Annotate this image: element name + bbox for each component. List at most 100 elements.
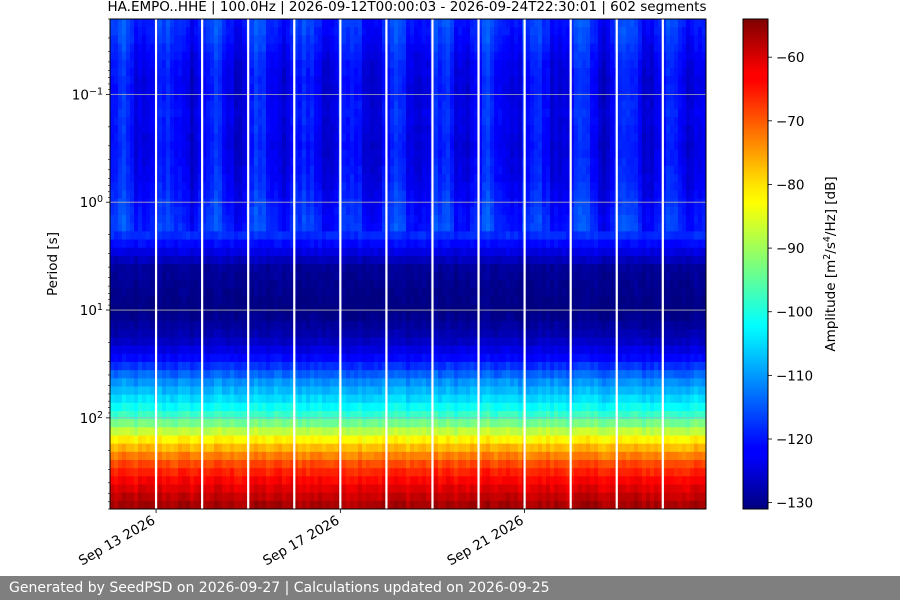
heatmap-cell [202, 223, 207, 232]
heatmap-cell [290, 402, 295, 412]
heatmap-cell [202, 92, 207, 102]
heatmap-cell [158, 304, 163, 314]
heatmap-cell [226, 51, 231, 61]
heatmap-cell [286, 125, 291, 134]
heatmap-cell [118, 51, 123, 61]
heatmap-cell [310, 296, 315, 306]
heatmap-cell [314, 149, 319, 159]
heatmap-cell [142, 419, 147, 428]
heatmap-cell [406, 443, 411, 453]
heatmap-cell [434, 378, 439, 388]
heatmap-cell [146, 182, 151, 192]
heatmap-cell [162, 84, 167, 94]
heatmap-cell [306, 427, 311, 437]
heatmap-cell [178, 337, 183, 347]
heatmap-cell [242, 92, 247, 102]
heatmap-cell [406, 435, 411, 445]
heatmap-cell [390, 174, 395, 183]
heatmap-cell [406, 27, 411, 36]
heatmap-cell [382, 288, 387, 298]
heatmap-cell [374, 133, 379, 143]
heatmap-cell [166, 190, 171, 200]
heatmap-cell [134, 386, 139, 396]
heatmap-cell [242, 427, 247, 437]
heatmap-cell [126, 68, 131, 77]
heatmap-cell [122, 288, 127, 298]
heatmap-cell [202, 353, 207, 363]
heatmap-cell [402, 264, 407, 273]
heatmap-cell [298, 43, 303, 53]
heatmap-cell [334, 141, 339, 151]
heatmap-cell [170, 500, 175, 509]
heatmap-cell [438, 198, 443, 208]
heatmap-cell [226, 337, 231, 347]
heatmap-cell [286, 35, 291, 45]
heatmap-cell [146, 304, 151, 314]
heatmap-cell [298, 174, 303, 183]
heatmap-cell [434, 35, 439, 45]
heatmap-cell [238, 411, 243, 420]
heatmap-cell [214, 476, 219, 486]
heatmap-cell [414, 35, 419, 45]
heatmap-cell [194, 157, 199, 167]
heatmap-cell [202, 100, 207, 110]
heatmap-cell [182, 484, 187, 494]
heatmap-cell [250, 394, 255, 404]
heatmap-cell [374, 68, 379, 77]
heatmap-cell [426, 419, 431, 428]
heatmap-cell [198, 264, 203, 273]
heatmap-cell [438, 468, 443, 477]
heatmap-cell [258, 460, 263, 469]
heatmap-cell [282, 141, 287, 151]
heatmap-cell [394, 264, 399, 273]
heatmap-cell [310, 190, 315, 200]
heatmap-cell [422, 141, 427, 151]
heatmap-cell [166, 443, 171, 453]
heatmap-cell [202, 51, 207, 61]
heatmap-cell [178, 468, 183, 477]
heatmap-cell [118, 231, 123, 241]
heatmap-cell [258, 304, 263, 314]
heatmap-cell [290, 231, 295, 241]
heatmap-cell [390, 43, 395, 53]
heatmap-cell [206, 411, 211, 420]
heatmap-cell [334, 255, 339, 265]
heatmap-cell [410, 402, 415, 412]
heatmap-cell [394, 117, 399, 126]
heatmap-cell [186, 100, 191, 110]
heatmap-cell [174, 247, 179, 257]
heatmap-cell [194, 239, 199, 249]
heatmap-cell [218, 108, 223, 118]
heatmap-cell [438, 141, 443, 151]
heatmap-cell [194, 43, 199, 53]
heatmap-cell [266, 484, 271, 494]
heatmap-cell [290, 68, 295, 77]
heatmap-cell [438, 239, 443, 249]
heatmap-cell [406, 345, 411, 355]
heatmap-cell [122, 223, 127, 232]
heatmap-cell [414, 125, 419, 134]
heatmap-cell [214, 411, 219, 420]
heatmap-cell [170, 239, 175, 249]
heatmap-cell [194, 476, 199, 486]
heatmap-cell [202, 402, 207, 412]
heatmap-cell [294, 108, 299, 118]
heatmap-cell [122, 108, 127, 118]
heatmap-cell [274, 435, 279, 445]
heatmap-cell [138, 247, 143, 257]
heatmap-cell [414, 500, 419, 509]
heatmap-cell [230, 190, 235, 200]
heatmap-cell [406, 321, 411, 330]
heatmap-cell [302, 288, 307, 298]
heatmap-cell [182, 362, 187, 371]
heatmap-cell [266, 117, 271, 126]
heatmap-cell [150, 166, 155, 175]
heatmap-cell [362, 92, 367, 102]
heatmap-cell [134, 500, 139, 509]
heatmap-cell [310, 157, 315, 167]
heatmap-cell [226, 141, 231, 151]
heatmap-cell [394, 51, 399, 61]
heatmap-cell [206, 157, 211, 167]
heatmap-cell [386, 141, 391, 151]
heatmap-cell [262, 239, 267, 249]
